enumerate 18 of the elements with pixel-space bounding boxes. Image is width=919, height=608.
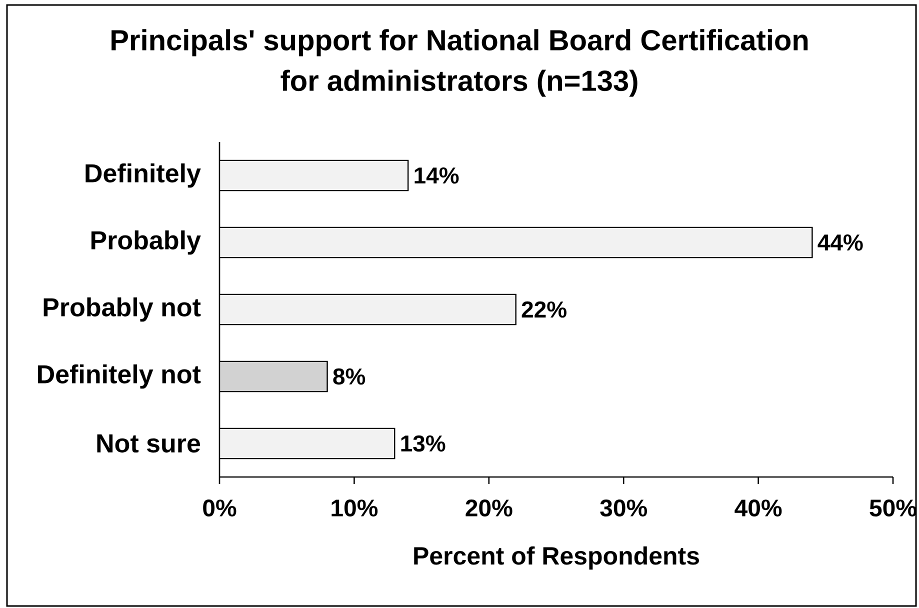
data-label: 8% [333, 368, 366, 385]
y-tick-label: Probably not [44, 297, 201, 322]
y-tick-label: Probably [91, 230, 201, 255]
x-tick-label: 20% [466, 500, 512, 517]
x-axis-title: Percent of Respondents [414, 546, 699, 570]
chart-title: Principals' support for National Board Certification for administrators (n=133) [112, 29, 808, 97]
x-tick-label: 40% [734, 500, 782, 517]
x-tick-label: 50% [870, 500, 916, 517]
data-label: 13% [401, 435, 446, 452]
x-tick-label: 0% [203, 500, 236, 517]
data-label: 44% [818, 234, 863, 251]
data-label: 22% [522, 301, 566, 318]
y-tick-label: Definitely [86, 163, 201, 188]
x-tick-label: 10% [332, 500, 378, 517]
y-tick-label: Not sure [97, 434, 200, 453]
y-tick-label: Definitely not [38, 364, 201, 389]
data-label: 14% [414, 167, 459, 184]
x-tick-label: 30% [600, 500, 647, 517]
